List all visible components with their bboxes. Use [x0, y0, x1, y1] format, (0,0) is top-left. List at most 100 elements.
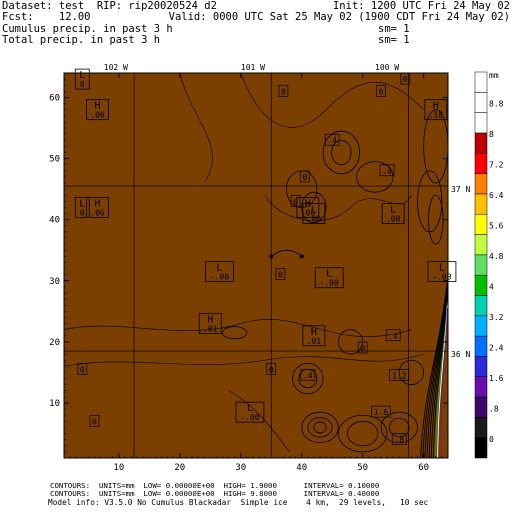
high-letter: H: [433, 101, 439, 112]
colorbar-label: 2.4: [489, 343, 504, 352]
contour-label: 1.6: [374, 408, 389, 417]
contour-band-line: [424, 286, 448, 459]
marker-value: .18: [429, 111, 444, 120]
header-init: Init: 1200 UTC Fri 24 May 02: [332, 0, 510, 12]
colorbar-swatch: [474, 437, 488, 459]
low-marker: [314, 267, 344, 289]
high-letter: H: [311, 327, 317, 338]
high-marker: [86, 99, 109, 121]
contour-blob: [389, 417, 410, 438]
low-marker: [381, 203, 405, 224]
x-tick-label: 20: [174, 463, 185, 473]
x-tick-label: 40: [296, 463, 307, 473]
longitude-label: 102 W: [104, 63, 128, 72]
y-tick-label: 10: [49, 399, 60, 409]
colorbar-swatch: [474, 71, 488, 93]
contour-label: .8: [394, 436, 404, 445]
contour-blob: [307, 417, 333, 438]
colorbar-swatch: [474, 295, 488, 317]
colorbar-label: 4.8: [489, 252, 504, 261]
colorbar-label: 0: [489, 435, 494, 444]
marker-value: .06: [301, 208, 316, 217]
low-marker: [235, 401, 265, 423]
contour-label-box: [357, 341, 368, 354]
contour-label: 0: [302, 173, 307, 182]
contour-blob: [331, 139, 352, 166]
marker-value: .01: [307, 337, 322, 346]
contour-blob: [347, 420, 379, 447]
contour-label-box: [389, 369, 410, 381]
contour-label-box: [290, 194, 301, 207]
colorbar-swatch: [474, 417, 488, 438]
contour-blob: [398, 359, 425, 386]
high-marker: [424, 99, 448, 121]
contour-label-box: [89, 414, 100, 427]
footer-model-info: Model info: V3.5.0 No Cumulus Blackadar …: [48, 498, 429, 507]
header-smooth-2: sm= 1: [378, 34, 410, 46]
colorbar-swatch: [474, 193, 488, 215]
y-tick-label: 30: [49, 277, 60, 287]
colorbar-label: 3.2: [489, 313, 504, 322]
colorbar-swatch: [474, 92, 488, 113]
contour-blob: [380, 411, 418, 444]
contour-label: 0: [281, 87, 286, 96]
marker-value: -.00: [320, 279, 339, 288]
contour-band-line: [422, 283, 448, 459]
colorbar-label: .8: [489, 404, 499, 413]
header-smooth-1: sm= 1: [378, 23, 410, 35]
colorbar-swatch: [474, 234, 488, 256]
high-letter: H: [207, 315, 213, 326]
header-field-2: Total precip. in past 3 h: [2, 34, 161, 46]
high-marker: [296, 197, 320, 218]
footer-contours-1: CONTOURS: UNITS=mm LOW= 0.00000E+00 HIGH…: [50, 481, 380, 490]
contour-label-box: [324, 133, 340, 146]
contour-blob: [322, 130, 361, 175]
high-marker: [86, 197, 109, 218]
contour-label: 0: [360, 344, 365, 353]
contour-band-line: [439, 308, 448, 459]
colorbar-label: 4: [489, 282, 494, 291]
low-letter: L: [79, 70, 85, 81]
low-letter: L: [216, 263, 222, 274]
contour-label-box: [379, 164, 395, 177]
precip-field: [64, 73, 448, 458]
colorbar-label: 8: [489, 130, 494, 139]
colorbar-swatch: [474, 153, 488, 174]
low-letter: L: [326, 269, 332, 280]
high-marker: [302, 325, 326, 347]
contour-band-line: [430, 296, 448, 459]
colorbar-swatch: [474, 173, 488, 195]
contour-line: [179, 72, 213, 184]
marker-value: .06: [90, 208, 105, 217]
colorbar: mm 0 .8 1.6 2.4 3.2 4 4.8 5.6 6.4 7.2 8 8.8: [474, 71, 504, 459]
low-letter: L: [390, 205, 396, 216]
contour-label: 0: [278, 271, 283, 280]
header-field-1: Cumulus precip. in past 3 h: [2, 23, 173, 35]
contour-label-box: [266, 363, 277, 375]
colorbar-label: 6.4: [489, 191, 504, 200]
contour-label: .4: [303, 372, 313, 381]
colorbar-swatch: [474, 132, 488, 154]
contour-label: 1.2: [392, 372, 407, 381]
colorbar-swatch: [474, 356, 488, 377]
x-tick-label: 30: [235, 463, 246, 473]
marker-value: .01: [203, 325, 218, 334]
contour-label: 0: [293, 197, 298, 206]
contour-label-box: [371, 405, 391, 418]
colorbar-swatch: [474, 315, 488, 337]
low-letter: L: [247, 403, 253, 414]
colorbar-label: 5.6: [489, 221, 504, 230]
high-letter: H: [95, 198, 101, 209]
header-valid: Valid: 0000 UTC Sat 25 May 02 (1900 CDT …: [168, 11, 510, 23]
colorbar-swatch: [474, 376, 488, 398]
contour-label-box: [391, 433, 407, 446]
contour-label-box: [376, 84, 386, 97]
contour-label-box: [275, 268, 286, 281]
colorbar-swatch: [474, 274, 488, 296]
contour-label-box: [299, 170, 310, 183]
colorbar-swatch: [474, 335, 488, 357]
y-tick-label: 60: [49, 93, 60, 103]
marker-value: .06: [90, 111, 105, 120]
colorbar-swatch: [474, 112, 488, 134]
